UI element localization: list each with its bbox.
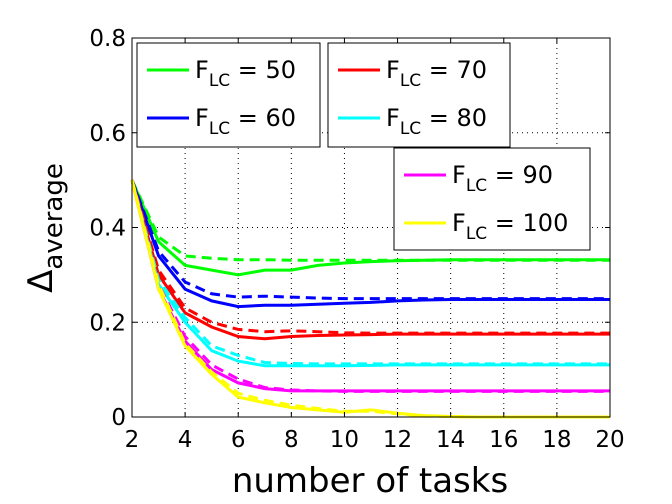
legend-label-sub: LC — [400, 71, 421, 91]
series-1-solid-line — [130, 179, 610, 309]
x-tick-label: 20 — [595, 427, 624, 453]
legend-label-main: F — [452, 209, 466, 237]
legend-label-main: F — [452, 161, 466, 189]
legend-label: FLC = 90 — [452, 161, 553, 196]
legend-label-sub: LC — [209, 119, 230, 139]
y-tick-label: 0.8 — [89, 26, 126, 52]
x-tick-label: 6 — [231, 427, 246, 453]
x-tick-label: 16 — [489, 427, 518, 453]
legend-label-sub: LC — [209, 71, 230, 91]
legend-label-main: F — [195, 104, 209, 132]
tick-labels: 2 4 6 8 10 12 14 16 18 20 0 0.2 0.4 0.6 0.8 — [89, 26, 624, 453]
x-tick-label: 4 — [178, 427, 193, 453]
legend-frame — [393, 147, 591, 251]
legend-label-main: F — [386, 56, 400, 84]
legend-label-value: = 60 — [230, 104, 296, 132]
series-2-solid-line — [130, 179, 610, 341]
x-tick-label: 18 — [542, 427, 571, 453]
legend-label-sub: LC — [466, 224, 487, 244]
x-tick-label: 10 — [330, 427, 359, 453]
x-tick-label: 12 — [383, 427, 412, 453]
legend-label: FLC = 70 — [386, 56, 487, 91]
x-axis-label: number of tasks — [232, 461, 508, 501]
legend-frame — [136, 42, 321, 148]
legend-label-value: = 90 — [487, 161, 553, 189]
legend-label: FLC = 80 — [386, 104, 487, 139]
legend-label-value: = 80 — [421, 104, 487, 132]
y-tick-label: 0.4 — [89, 216, 126, 242]
x-tick-label: 2 — [125, 427, 140, 453]
legend-label: FLC = 60 — [195, 104, 296, 139]
series-0-solid-line — [130, 179, 610, 277]
y-tick-label: 0 — [111, 405, 126, 431]
y-axis-label: Δaverage — [21, 163, 69, 293]
x-tick-label: 14 — [436, 427, 465, 453]
y-axis-label-sub: average — [39, 163, 69, 269]
y-axis-label-main: Δ — [21, 270, 61, 293]
legend-label-value: = 70 — [421, 56, 487, 84]
series-4-solid-line — [130, 179, 610, 393]
legend-label: FLC = 50 — [195, 56, 296, 91]
series-3-solid-line — [130, 179, 610, 368]
y-tick-label: 0.6 — [89, 121, 126, 147]
legend-label-value: = 100 — [487, 209, 568, 237]
ticks — [131, 37, 611, 418]
series-5-dashed-line — [130, 179, 610, 419]
legend-label-sub: LC — [466, 176, 487, 196]
legend-label: FLC = 100 — [452, 209, 568, 244]
svg-text:Δaverage: Δaverage — [21, 163, 69, 293]
y-tick-label: 0.2 — [89, 310, 126, 336]
legend-label-main: F — [386, 104, 400, 132]
legend-frame — [327, 42, 511, 148]
legend-label-main: F — [195, 56, 209, 84]
legend-label-sub: LC — [400, 119, 421, 139]
legend-label-value: = 50 — [230, 56, 296, 84]
x-tick-label: 8 — [284, 427, 299, 453]
